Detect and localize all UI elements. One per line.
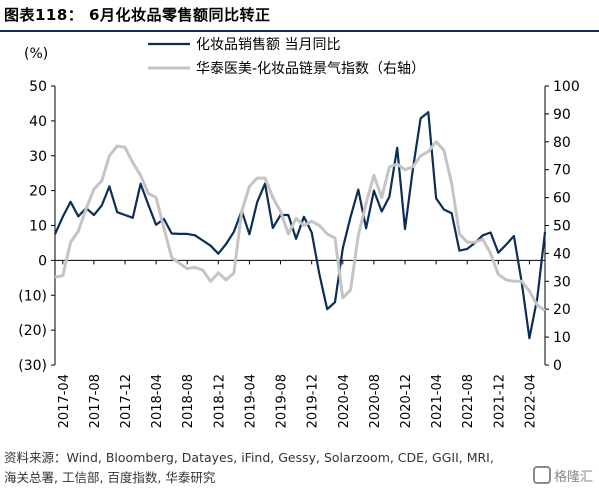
left-axis-unit-label: (%): [24, 46, 48, 62]
right-tick-label: 20: [553, 302, 571, 318]
right-tick-label: 70: [553, 163, 571, 179]
x-tick-label: 2018-04: [150, 374, 165, 428]
left-tick-label: 50: [29, 79, 47, 95]
x-tick-label: 2020-08: [368, 374, 383, 428]
x-tick-label: 2020-12: [399, 374, 414, 428]
legend-label: 华泰医美-化妆品链景气指数（右轴）: [196, 61, 425, 77]
title-rule: [0, 30, 599, 32]
left-tick-label: 30: [29, 149, 47, 165]
left-tick-label: 20: [29, 184, 47, 200]
right-tick-label: 60: [553, 191, 571, 207]
x-tick-label: 2017-04: [57, 374, 72, 428]
x-tick-label: 2019-08: [275, 374, 290, 428]
right-tick-label: 80: [553, 135, 571, 151]
left-tick-label: (10): [18, 288, 47, 304]
x-tick-label: 2017-12: [119, 374, 134, 428]
source-note: 资料来源：Wind, Bloomberg, Datayes, iFind, Ge…: [4, 450, 494, 485]
series-line-sales: [53, 111, 547, 340]
series-line-index: [54, 140, 546, 312]
watermark: 格隆汇: [532, 466, 593, 485]
x-tick-label: 2017-08: [88, 374, 103, 428]
right-tick-label: 100: [553, 79, 580, 95]
watermark-text: 格隆汇: [553, 470, 593, 485]
right-tick-label: 10: [553, 330, 571, 346]
right-tick-label: 90: [553, 107, 571, 123]
watermark-logo-icon: [532, 466, 551, 484]
left-tick-label: (20): [18, 323, 47, 339]
line-chart: (30) (20) (10) 0 10 20 30 40 50 0 10 20 30 40 50 60 70 80…: [18, 37, 579, 428]
left-tick-label: (30): [18, 358, 47, 374]
x-tick-label: 2019-04: [243, 374, 258, 428]
x-tick-label: 2018-08: [181, 374, 196, 428]
right-tick-label: 50: [553, 219, 571, 235]
x-tick-label: 2019-12: [306, 374, 321, 428]
right-tick-label: 30: [553, 274, 571, 290]
x-tick-label: 2021-04: [430, 374, 445, 428]
axes-group: (30) (20) (10) 0 10 20 30 40 50 0 10 20 30 40 50 60 70 80…: [18, 46, 579, 428]
x-tick-label: 2022-04: [523, 374, 538, 428]
x-tick-label: 2021-12: [492, 374, 507, 428]
x-tick-label: 2018-12: [212, 374, 227, 428]
page-title: 图表118： 6月化妆品零售额同比转正: [4, 6, 271, 24]
legend-label: 化妆品销售额 当月同比: [196, 37, 340, 53]
left-tick-label: 10: [29, 219, 47, 235]
right-tick-label: 40: [553, 246, 571, 262]
series-group: [53, 111, 547, 340]
x-tick-label: 2020-04: [337, 374, 352, 428]
right-tick-label: 0: [553, 358, 562, 374]
left-tick-label: 0: [38, 253, 47, 269]
left-tick-label: 40: [29, 114, 47, 130]
x-tick-label: 2021-08: [461, 374, 476, 428]
